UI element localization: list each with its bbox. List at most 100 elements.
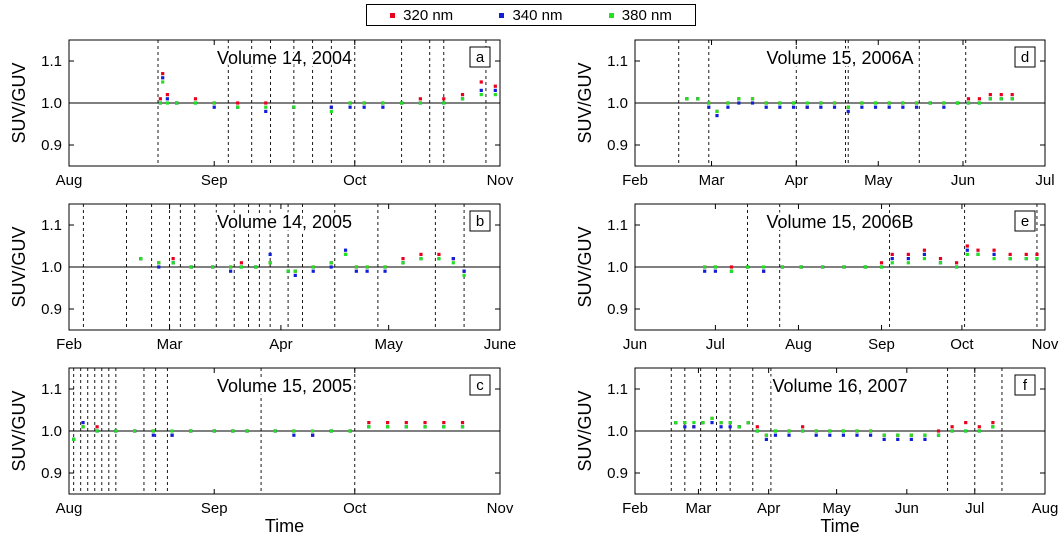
x-tick-label: Aug (56, 500, 83, 517)
data-point (820, 265, 825, 269)
y-tick-label: 0.9 (607, 301, 628, 318)
data-point (814, 433, 818, 437)
data-point (828, 433, 832, 437)
data-point (1024, 257, 1028, 261)
data-point (764, 101, 768, 105)
data-point (329, 105, 333, 109)
data-point (442, 97, 446, 101)
data-point (710, 416, 714, 420)
data-point (348, 429, 352, 433)
data-point (936, 429, 941, 433)
data-point (773, 433, 778, 437)
data-layer (139, 248, 466, 277)
data-point (212, 429, 216, 433)
data-point (863, 265, 868, 269)
panel-letter: f (1023, 377, 1028, 394)
data-point (423, 425, 427, 429)
series-340-nm (158, 76, 515, 113)
x-axis-label: Time (265, 516, 304, 536)
data-point (737, 97, 741, 101)
data-point (726, 105, 730, 109)
data-point (348, 101, 352, 105)
y-tick-label: 1.0 (41, 423, 62, 440)
data-point (81, 421, 85, 425)
data-point (114, 429, 118, 433)
data-point (906, 261, 910, 265)
data-point (707, 101, 711, 105)
data-point (354, 269, 358, 273)
data-point (273, 429, 277, 433)
data-point (545, 101, 548, 104)
data-point (832, 101, 837, 105)
data-point (245, 429, 249, 433)
data-point (923, 437, 927, 441)
x-tick-label: Jun (623, 336, 647, 353)
data-point (81, 425, 85, 429)
data-point (814, 429, 818, 433)
data-point (780, 265, 784, 269)
data-point (383, 265, 387, 269)
data-point (451, 261, 455, 265)
data-point (764, 433, 768, 437)
data-point (442, 421, 446, 425)
panel-letter: e (1021, 213, 1029, 230)
panel-letter-box (1014, 374, 1036, 396)
data-point (787, 429, 791, 433)
data-point (175, 101, 179, 105)
x-tick-label: May (374, 336, 403, 353)
data-point (685, 97, 689, 101)
data-point (479, 80, 483, 84)
data-point (264, 105, 268, 109)
data-point (132, 429, 137, 433)
data-point (460, 421, 465, 425)
y-tick-label: 0.9 (607, 137, 628, 154)
data-point (977, 429, 981, 433)
data-point (999, 93, 1003, 97)
data-point (264, 109, 268, 113)
y-tick-label: 1.1 (41, 381, 62, 398)
data-point (896, 433, 900, 437)
data-point (977, 97, 981, 101)
data-point (992, 257, 996, 261)
data-point (512, 89, 515, 92)
y-tick-label: 1.1 (41, 217, 62, 234)
data-point (512, 93, 515, 96)
x-tick-label: Apr (269, 336, 292, 353)
data-point (311, 269, 315, 273)
data-point (728, 421, 732, 425)
data-point (928, 101, 932, 105)
y-tick-label: 1.1 (607, 381, 628, 398)
data-point (329, 261, 333, 265)
data-point (882, 433, 886, 437)
data-point (942, 105, 946, 109)
data-point (400, 101, 404, 105)
series-320-nm (703, 244, 1039, 273)
data-point (479, 88, 483, 92)
data-point (1008, 252, 1012, 256)
data-point (938, 257, 943, 261)
data-point (193, 97, 198, 101)
data-point (923, 433, 927, 437)
panel-letter: a (476, 49, 485, 66)
data-point (964, 421, 968, 425)
data-point (701, 421, 705, 425)
data-point (674, 421, 678, 425)
x-tick-label: Mar (686, 500, 712, 517)
x-tick-label: Aug (785, 336, 812, 353)
data-point (229, 269, 233, 273)
panel-letter-box (1014, 46, 1036, 68)
data-point (462, 273, 466, 277)
data-point (901, 101, 905, 105)
data-point (460, 425, 465, 429)
data-point (914, 101, 919, 105)
data-point (381, 105, 385, 109)
legend-marker-320 (390, 12, 396, 18)
x-tick-label: Mar (157, 336, 183, 353)
data-point (746, 421, 750, 425)
data-point (442, 101, 446, 105)
data-point (383, 269, 387, 273)
data-point (460, 93, 465, 97)
data-point (683, 425, 687, 429)
x-tick-label: Jun (895, 500, 919, 517)
y-tick-label: 1.1 (41, 53, 62, 70)
